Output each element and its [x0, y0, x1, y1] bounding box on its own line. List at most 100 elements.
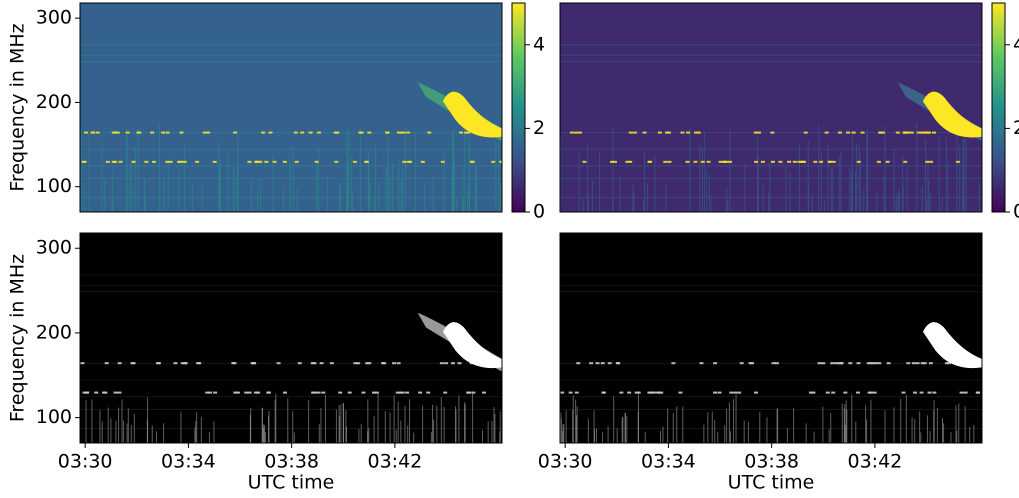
dot	[778, 160, 783, 163]
dot	[316, 391, 321, 394]
dot	[212, 160, 217, 163]
dot	[881, 131, 886, 134]
dot	[919, 391, 924, 394]
dot	[678, 391, 683, 394]
image-bg	[560, 233, 982, 443]
dot	[297, 362, 302, 365]
dot	[922, 362, 927, 365]
dot	[202, 131, 207, 134]
y-axis-label: Frequency in MHz	[7, 254, 29, 422]
dot	[459, 131, 464, 134]
dot	[347, 391, 352, 394]
dot	[150, 131, 155, 134]
dot	[231, 362, 236, 365]
dot	[757, 131, 762, 134]
colorbar-tick-label: 2	[1013, 117, 1019, 139]
spectrogram	[560, 233, 982, 443]
dot	[824, 131, 829, 134]
dot	[846, 131, 851, 134]
dot	[928, 362, 933, 365]
dot	[657, 131, 662, 134]
dot	[156, 362, 161, 365]
colorbar	[511, 2, 526, 213]
dot	[813, 160, 818, 163]
dot	[800, 160, 805, 163]
dot	[657, 391, 662, 394]
dot	[179, 131, 184, 134]
dot	[268, 131, 273, 134]
dot	[713, 362, 718, 365]
dot	[589, 362, 594, 365]
dot	[440, 160, 445, 163]
y-axis-label: Frequency in MHz	[7, 23, 29, 191]
dot	[443, 391, 448, 394]
dot	[367, 362, 372, 365]
dot	[913, 391, 918, 394]
dot	[256, 391, 261, 394]
dot	[860, 131, 865, 134]
dot	[300, 131, 305, 134]
spectrogram	[80, 3, 502, 212]
dot	[649, 391, 654, 394]
dot	[911, 362, 916, 365]
dot	[920, 362, 925, 365]
dot	[856, 160, 861, 163]
dot	[334, 160, 339, 163]
dot	[909, 131, 914, 134]
dot	[609, 160, 614, 163]
dot	[420, 160, 425, 163]
dot	[728, 160, 733, 163]
dot	[294, 160, 299, 163]
dot	[471, 391, 476, 394]
dot	[252, 362, 257, 365]
dot	[165, 131, 170, 134]
y-tick-label: 200	[36, 91, 72, 113]
dot	[663, 160, 668, 163]
dot	[901, 391, 906, 394]
dot	[724, 160, 729, 163]
y-tick-label: 300	[36, 237, 72, 259]
dot	[667, 160, 672, 163]
dot	[406, 131, 411, 134]
dot	[902, 131, 907, 134]
dot	[197, 362, 202, 365]
dot	[173, 362, 178, 365]
dot	[264, 160, 269, 163]
spectrogram	[560, 3, 982, 212]
dot	[82, 160, 87, 163]
dot	[232, 131, 237, 134]
dot	[916, 131, 921, 134]
dot	[718, 160, 723, 163]
dot	[817, 362, 822, 365]
dot	[671, 362, 676, 365]
dot	[469, 160, 474, 163]
dot	[955, 160, 960, 163]
dot	[90, 131, 95, 134]
x-tick-label: 03:38	[264, 451, 319, 473]
dot	[180, 362, 185, 365]
dot	[886, 362, 891, 365]
dot	[787, 160, 792, 163]
dot	[628, 131, 633, 134]
frame	[79, 2, 503, 213]
dot	[136, 131, 141, 134]
dot	[700, 160, 705, 163]
dot	[481, 391, 486, 394]
dot	[872, 391, 877, 394]
colorbar-tick-label: 0	[533, 201, 545, 223]
dot	[739, 362, 744, 365]
dot	[266, 391, 271, 394]
dot	[713, 391, 718, 394]
dot	[261, 131, 266, 134]
dot	[895, 131, 900, 134]
dot	[235, 391, 240, 394]
dot	[843, 391, 848, 394]
x-tick-label: 03:38	[744, 451, 799, 473]
dot	[321, 391, 326, 394]
dot	[254, 160, 259, 163]
dot	[396, 131, 401, 134]
image-bg	[80, 3, 502, 212]
dot	[577, 131, 582, 134]
x-tick-label: 03:34	[161, 451, 216, 473]
dot	[848, 362, 853, 365]
